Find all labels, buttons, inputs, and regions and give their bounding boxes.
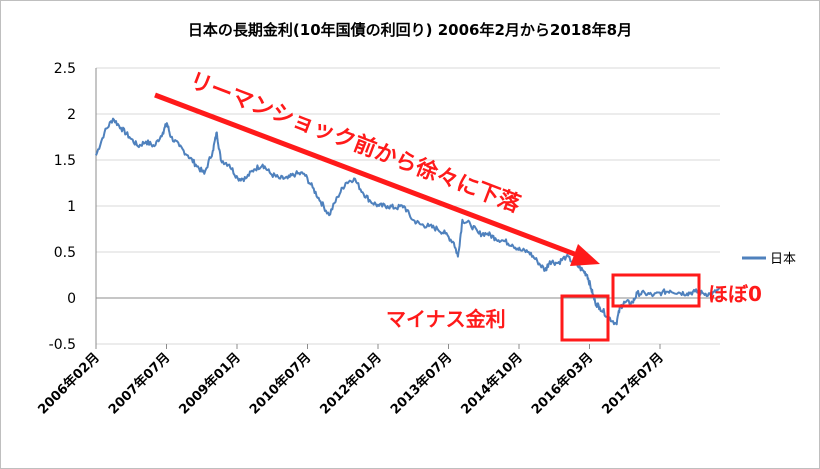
x-tick-label: 2007年07月 bbox=[105, 350, 173, 418]
y-tick-label: 2.5 bbox=[54, 61, 76, 77]
x-axis-ticks: 2006年02月 2007年07月 2009年01月 2010年07月 2012年01月… bbox=[35, 350, 667, 418]
y-tick-label: 0 bbox=[67, 291, 76, 307]
x-tick-label: 2012年01月 bbox=[317, 350, 385, 418]
decline-arrow-line bbox=[154, 92, 586, 261]
x-tick-label: 2016年03月 bbox=[528, 350, 596, 418]
series-line-0 bbox=[95, 117, 721, 326]
x-tick-label: 2013年07月 bbox=[387, 350, 455, 418]
y-tick-label: -0.5 bbox=[49, 337, 76, 353]
x-tick-label: 2014年10月 bbox=[458, 350, 526, 418]
series-layer bbox=[95, 117, 721, 326]
decline-arrow bbox=[154, 92, 600, 266]
y-tick-label: 1.5 bbox=[54, 153, 76, 169]
x-axis bbox=[95, 68, 661, 349]
decline-arrow-head bbox=[570, 244, 600, 266]
decline-annotation: リーマンショック前から徐々に下落 bbox=[186, 67, 525, 218]
near-zero-box bbox=[611, 273, 701, 308]
legend-label: 日本 bbox=[770, 252, 796, 267]
negative-rate-label: マイナス金利 bbox=[386, 307, 506, 331]
y-tick-label: 0.5 bbox=[54, 245, 76, 261]
x-tick-label: 2017年07月 bbox=[599, 350, 667, 418]
chart-title: 日本の長期金利(10年国債の利回り) 2006年2月から2018年8月 bbox=[188, 21, 632, 39]
x-tick-label: 2006年02月 bbox=[35, 350, 103, 418]
y-tick-label: 2 bbox=[67, 107, 76, 123]
legend: 日本 bbox=[742, 252, 796, 267]
y-tick-label: 1 bbox=[67, 199, 76, 215]
negative-rate-box bbox=[560, 294, 610, 342]
x-tick-label: 2010年07月 bbox=[246, 350, 314, 418]
near-zero-label: ほぼ0 bbox=[708, 282, 762, 306]
y-axis-ticks: 2.5 2 1.5 1 0.5 0 -0.5 bbox=[49, 61, 76, 353]
x-tick-label: 2009年01月 bbox=[176, 350, 244, 418]
